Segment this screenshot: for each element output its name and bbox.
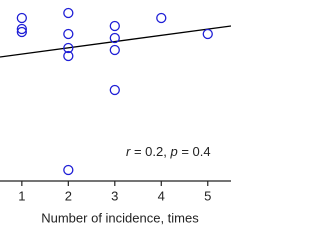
- x-tick-label: 1: [18, 188, 25, 203]
- point: [202, 28, 213, 40]
- point: [16, 12, 27, 24]
- x-tick-label: 2: [65, 188, 72, 203]
- point: [109, 44, 120, 56]
- x-tick-label: 3: [111, 188, 118, 203]
- point: [109, 20, 120, 32]
- chart: Number of incidence, times r = 0.2, p = …: [0, 7, 231, 225]
- point: [16, 23, 27, 35]
- annotation-part: r: [126, 144, 131, 159]
- x-tick-label: 4: [158, 188, 165, 203]
- x-tick-label: 5: [204, 188, 211, 203]
- point: [16, 26, 27, 38]
- annotation-part: p: [169, 144, 177, 159]
- point: [156, 12, 167, 24]
- point: [63, 7, 74, 19]
- point: [109, 32, 120, 44]
- annotation-part: = 0.4: [178, 144, 211, 159]
- point: [63, 50, 74, 62]
- point: [63, 164, 74, 176]
- fit-line: [0, 25, 231, 58]
- point: [109, 84, 120, 96]
- point: [63, 42, 74, 54]
- point: [63, 28, 74, 40]
- annotation: r = 0.2, p = 0.4: [126, 144, 211, 159]
- x-axis-label: Number of incidence, times: [41, 210, 199, 225]
- annotation-part: = 0.2,: [130, 144, 170, 159]
